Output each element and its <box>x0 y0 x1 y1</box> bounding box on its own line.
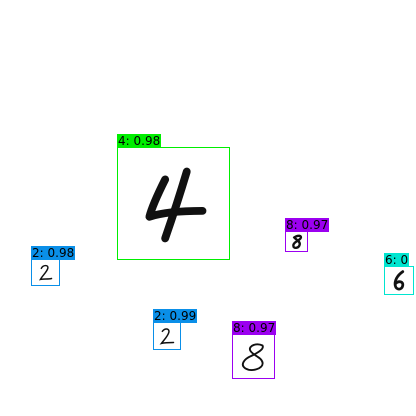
digit-4-image <box>118 148 229 259</box>
digit-6-image <box>385 267 413 294</box>
digit-8-image <box>233 335 274 378</box>
detection-box-digit-2: 2: 0.98 <box>31 246 76 286</box>
detection-label: 2: 0.99 <box>153 309 198 323</box>
digit-2-image <box>154 323 180 349</box>
detection-label: 6: 0 <box>384 253 410 267</box>
detection-box-digit-6: 6: 0 <box>384 253 414 295</box>
detection-box-digit-8: 8: 0.97 <box>232 321 277 379</box>
digit-2-image <box>32 260 59 285</box>
detection-label: 4: 0.98 <box>117 134 162 148</box>
detection-label: 8: 0.97 <box>285 218 330 232</box>
detection-label: 2: 0.98 <box>31 246 76 260</box>
detection-box-digit-2: 2: 0.99 <box>153 309 198 350</box>
digit-8-image <box>286 232 307 251</box>
detection-label: 8: 0.97 <box>232 321 277 335</box>
detection-box-digit-4: 4: 0.98 <box>117 134 230 260</box>
detection-box-digit-8: 8: 0.97 <box>285 218 330 252</box>
